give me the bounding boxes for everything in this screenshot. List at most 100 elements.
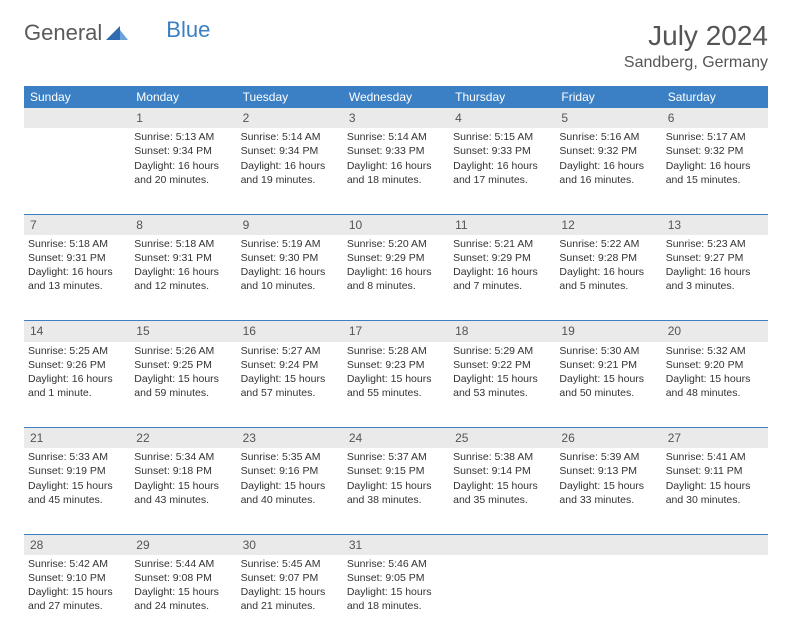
day-content-cell: Sunrise: 5:30 AMSunset: 9:21 PMDaylight:… — [555, 342, 661, 428]
daylight-text: and 12 minutes. — [134, 279, 232, 293]
sunset-text: Sunset: 9:29 PM — [453, 251, 551, 265]
sunset-text: Sunset: 9:10 PM — [28, 571, 126, 585]
logo-text1: General — [24, 20, 102, 46]
daylight-text: and 15 minutes. — [666, 173, 764, 187]
sunrise-text: Sunrise: 5:41 AM — [666, 450, 764, 464]
day-number-cell: 14 — [24, 321, 130, 342]
sunrise-text: Sunrise: 5:15 AM — [453, 130, 551, 144]
day-number-cell: 21 — [24, 428, 130, 449]
daylight-text: Daylight: 15 hours — [134, 479, 232, 493]
day-content-cell: Sunrise: 5:41 AMSunset: 9:11 PMDaylight:… — [662, 448, 768, 534]
sunrise-text: Sunrise: 5:13 AM — [134, 130, 232, 144]
day-number-cell: 16 — [237, 321, 343, 342]
daylight-text: Daylight: 16 hours — [559, 265, 657, 279]
day-number-cell: 8 — [130, 214, 236, 235]
day-content-cell: Sunrise: 5:45 AMSunset: 9:07 PMDaylight:… — [237, 555, 343, 641]
daylight-text: and 35 minutes. — [453, 493, 551, 507]
daylight-text: and 45 minutes. — [28, 493, 126, 507]
daynum-row: 28293031 — [24, 534, 768, 555]
sunset-text: Sunset: 9:25 PM — [134, 358, 232, 372]
day-content-cell: Sunrise: 5:29 AMSunset: 9:22 PMDaylight:… — [449, 342, 555, 428]
day-number-cell: 12 — [555, 214, 661, 235]
day-number-cell: 19 — [555, 321, 661, 342]
day-content-cell: Sunrise: 5:37 AMSunset: 9:15 PMDaylight:… — [343, 448, 449, 534]
sunrise-text: Sunrise: 5:16 AM — [559, 130, 657, 144]
day-content-cell: Sunrise: 5:13 AMSunset: 9:34 PMDaylight:… — [130, 128, 236, 214]
daylight-text: and 55 minutes. — [347, 386, 445, 400]
sunset-text: Sunset: 9:34 PM — [134, 144, 232, 158]
day-number-cell: 2 — [237, 108, 343, 128]
sunset-text: Sunset: 9:24 PM — [241, 358, 339, 372]
sunrise-text: Sunrise: 5:27 AM — [241, 344, 339, 358]
daylight-text: Daylight: 15 hours — [666, 372, 764, 386]
day-number-cell: 26 — [555, 428, 661, 449]
sunset-text: Sunset: 9:15 PM — [347, 464, 445, 478]
daylight-text: Daylight: 15 hours — [453, 479, 551, 493]
day-number-cell — [24, 108, 130, 128]
sunset-text: Sunset: 9:18 PM — [134, 464, 232, 478]
day-number-cell: 11 — [449, 214, 555, 235]
daylight-text: Daylight: 15 hours — [666, 479, 764, 493]
day-content-cell — [24, 128, 130, 214]
day-content-cell: Sunrise: 5:25 AMSunset: 9:26 PMDaylight:… — [24, 342, 130, 428]
day-number-cell: 29 — [130, 534, 236, 555]
daylight-text: Daylight: 15 hours — [347, 479, 445, 493]
sunrise-text: Sunrise: 5:14 AM — [241, 130, 339, 144]
daylight-text: Daylight: 16 hours — [347, 265, 445, 279]
day-number-cell — [449, 534, 555, 555]
day-number-cell: 5 — [555, 108, 661, 128]
day-content-cell: Sunrise: 5:33 AMSunset: 9:19 PMDaylight:… — [24, 448, 130, 534]
sunset-text: Sunset: 9:20 PM — [666, 358, 764, 372]
day-number-cell: 30 — [237, 534, 343, 555]
logo-text2: Blue — [166, 17, 210, 43]
content-row: Sunrise: 5:18 AMSunset: 9:31 PMDaylight:… — [24, 235, 768, 321]
day-content-cell: Sunrise: 5:17 AMSunset: 9:32 PMDaylight:… — [662, 128, 768, 214]
logo: General Blue — [24, 20, 210, 46]
day-content-cell: Sunrise: 5:28 AMSunset: 9:23 PMDaylight:… — [343, 342, 449, 428]
day-number-cell: 20 — [662, 321, 768, 342]
logo-triangle-icon — [106, 20, 128, 46]
day-content-cell: Sunrise: 5:20 AMSunset: 9:29 PMDaylight:… — [343, 235, 449, 321]
calendar-table: Sunday Monday Tuesday Wednesday Thursday… — [24, 86, 768, 641]
sunset-text: Sunset: 9:08 PM — [134, 571, 232, 585]
sunrise-text: Sunrise: 5:19 AM — [241, 237, 339, 251]
sunset-text: Sunset: 9:32 PM — [666, 144, 764, 158]
weekday-header: Monday — [130, 86, 236, 108]
sunrise-text: Sunrise: 5:21 AM — [453, 237, 551, 251]
daylight-text: and 30 minutes. — [666, 493, 764, 507]
daylight-text: and 1 minute. — [28, 386, 126, 400]
daylight-text: and 27 minutes. — [28, 599, 126, 613]
daylight-text: Daylight: 16 hours — [28, 265, 126, 279]
sunrise-text: Sunrise: 5:42 AM — [28, 557, 126, 571]
daylight-text: Daylight: 16 hours — [559, 159, 657, 173]
day-number-cell: 23 — [237, 428, 343, 449]
daylight-text: and 7 minutes. — [453, 279, 551, 293]
day-content-cell: Sunrise: 5:22 AMSunset: 9:28 PMDaylight:… — [555, 235, 661, 321]
sunrise-text: Sunrise: 5:46 AM — [347, 557, 445, 571]
day-number-cell: 1 — [130, 108, 236, 128]
sunrise-text: Sunrise: 5:14 AM — [347, 130, 445, 144]
header: General Blue July 2024 Sandberg, Germany — [24, 20, 768, 72]
daylight-text: Daylight: 15 hours — [347, 372, 445, 386]
daynum-row: 123456 — [24, 108, 768, 128]
daylight-text: and 53 minutes. — [453, 386, 551, 400]
sunset-text: Sunset: 9:29 PM — [347, 251, 445, 265]
sunrise-text: Sunrise: 5:35 AM — [241, 450, 339, 464]
day-number-cell: 15 — [130, 321, 236, 342]
day-number-cell: 17 — [343, 321, 449, 342]
day-number-cell — [662, 534, 768, 555]
day-content-cell — [662, 555, 768, 641]
daylight-text: and 18 minutes. — [347, 599, 445, 613]
sunset-text: Sunset: 9:22 PM — [453, 358, 551, 372]
day-content-cell: Sunrise: 5:14 AMSunset: 9:33 PMDaylight:… — [343, 128, 449, 214]
daynum-row: 14151617181920 — [24, 321, 768, 342]
day-content-cell: Sunrise: 5:44 AMSunset: 9:08 PMDaylight:… — [130, 555, 236, 641]
sunrise-text: Sunrise: 5:37 AM — [347, 450, 445, 464]
weekday-header: Friday — [555, 86, 661, 108]
daylight-text: and 18 minutes. — [347, 173, 445, 187]
daylight-text: and 38 minutes. — [347, 493, 445, 507]
day-content-cell: Sunrise: 5:26 AMSunset: 9:25 PMDaylight:… — [130, 342, 236, 428]
sunset-text: Sunset: 9:26 PM — [28, 358, 126, 372]
sunset-text: Sunset: 9:30 PM — [241, 251, 339, 265]
day-content-cell: Sunrise: 5:38 AMSunset: 9:14 PMDaylight:… — [449, 448, 555, 534]
